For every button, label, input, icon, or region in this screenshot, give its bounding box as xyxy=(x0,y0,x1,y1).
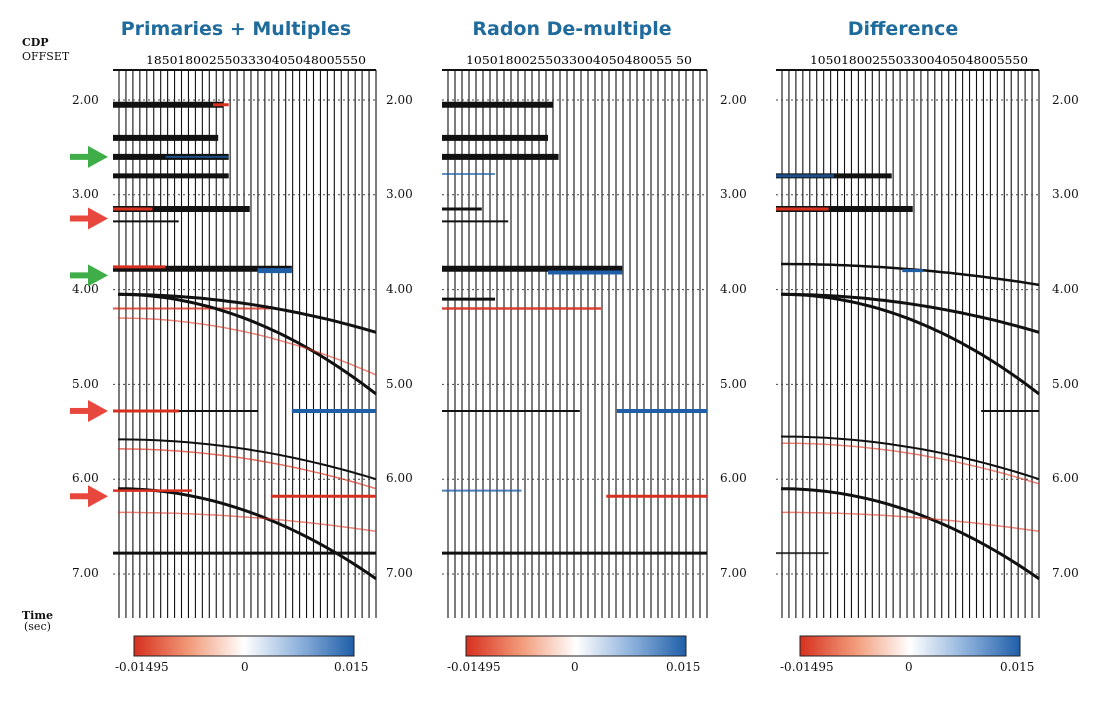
cdp-label: CDP xyxy=(22,36,49,49)
time-tick-label-right: 7.00 xyxy=(1052,566,1079,580)
colorbar xyxy=(133,635,355,657)
event xyxy=(117,292,377,334)
event xyxy=(118,438,377,481)
colorbar-max: 0.015 xyxy=(334,660,368,674)
time-tick-label-left: 7.00 xyxy=(72,566,99,580)
marker-arrow-icon xyxy=(70,145,108,168)
colorbar xyxy=(799,635,1021,657)
event xyxy=(118,487,377,580)
colorbar-min: -0.01495 xyxy=(115,660,169,674)
time-tick-label-right: 2.00 xyxy=(720,93,747,107)
panel-title: Difference xyxy=(848,18,959,40)
time-tick-label-right: 5.00 xyxy=(386,377,413,391)
colorbar-max: 0.015 xyxy=(1000,660,1034,674)
time-tick-labels: 2.00 3.00 4.00 5.00 6.00 7.00 xyxy=(1052,93,1079,580)
time-tick-label-left: 4.00 xyxy=(72,282,99,296)
marker-arrow-icon xyxy=(70,485,108,508)
time-tick-label-right: 2.00 xyxy=(1052,93,1079,107)
marker-arrow-icon xyxy=(70,399,108,422)
colorbar-mid: 0 xyxy=(241,660,249,674)
panel-primaries-multiples: Primaries + Multiples 185018002550333040… xyxy=(72,18,413,674)
time-tick-label-right: 2.00 xyxy=(386,93,413,107)
time-tick-label-right: 6.00 xyxy=(386,471,413,485)
colorbar-min: -0.01495 xyxy=(780,660,834,674)
time-tick-label-right: 5.00 xyxy=(720,377,747,391)
time-tick-label-right: 3.00 xyxy=(386,187,413,201)
colorbar-max: 0.015 xyxy=(666,660,700,674)
time-tick-label-right: 3.00 xyxy=(1052,187,1079,201)
event xyxy=(781,262,1040,287)
event xyxy=(780,292,1040,334)
time-tick-label-left: 3.00 xyxy=(72,187,99,201)
time-tick-label-right: 5.00 xyxy=(1052,377,1079,391)
time-tick-label-left: 5.00 xyxy=(72,377,99,391)
colorbar-mid: 0 xyxy=(571,660,579,674)
offset-axis-labels: 1050180025503300405048005550 xyxy=(810,54,1028,67)
panel-difference: Difference 1050180025503300405048005550 … xyxy=(780,18,1079,674)
time-tick-label-left: 6.00 xyxy=(72,471,99,485)
panel-title: Radon De-multiple xyxy=(472,18,671,40)
seismic-gather xyxy=(442,69,708,618)
time-tick-labels: 2.00 3.00 4.00 5.00 6.00 7.00 xyxy=(720,93,747,580)
seismic-gather xyxy=(113,69,377,618)
event xyxy=(781,511,1040,533)
seismic-gather xyxy=(776,69,1040,618)
panel-title: Primaries + Multiples xyxy=(121,18,352,40)
event xyxy=(780,435,1040,481)
time-tick-label-right: 7.00 xyxy=(720,566,747,580)
colorbar-mid: 0 xyxy=(905,660,913,674)
offset-label: OFFSET xyxy=(22,50,70,63)
time-tick-labels: 2.00 3.00 4.00 5.00 6.00 7.00 2.00 3.00 … xyxy=(72,93,413,580)
colorbar xyxy=(465,635,687,657)
panel-radon-demultiple: Radon De-multiple 1050180025503300405048… xyxy=(447,18,747,674)
offset-axis-labels: 1850180025503330405048005550 xyxy=(146,54,366,67)
colorbar-min: -0.01495 xyxy=(447,660,501,674)
sec-label: (sec) xyxy=(24,620,51,633)
time-label: Time xyxy=(22,609,53,622)
time-tick-label-right: 6.00 xyxy=(1052,471,1079,485)
event xyxy=(118,448,377,490)
time-tick-label-right: 6.00 xyxy=(720,471,747,485)
event xyxy=(118,511,377,533)
offset-axis-labels: 10501800255033004050480055 50 xyxy=(466,54,692,67)
marker-arrow-icon xyxy=(70,264,108,287)
time-tick-label-right: 4.00 xyxy=(386,282,413,296)
event xyxy=(117,292,377,396)
time-tick-label-right: 4.00 xyxy=(1052,282,1079,296)
time-tick-label-right: 7.00 xyxy=(386,566,413,580)
time-tick-label-right: 3.00 xyxy=(720,187,747,201)
event xyxy=(781,442,1040,485)
time-tick-label-right: 4.00 xyxy=(720,282,747,296)
time-tick-label-left: 2.00 xyxy=(72,93,99,107)
event xyxy=(117,317,377,376)
event xyxy=(781,487,1040,580)
marker-arrow-icon xyxy=(70,207,108,230)
event xyxy=(780,292,1040,396)
